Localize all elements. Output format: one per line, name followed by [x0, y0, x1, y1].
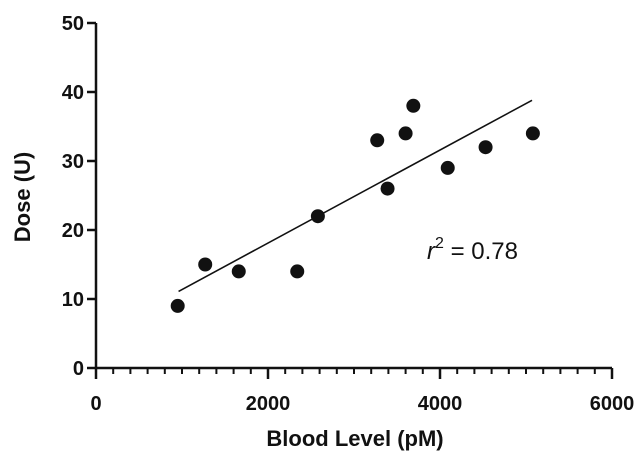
data-point [398, 126, 413, 141]
x-tick-label: 0 [90, 393, 101, 415]
y-tick-label: 30 [62, 151, 84, 173]
y-tick-label: 40 [62, 82, 84, 104]
r-exponent: 2 [435, 235, 444, 252]
y-axis-title: Dose (U) [10, 152, 35, 242]
data-point [525, 126, 540, 141]
y-tick-label: 20 [62, 220, 84, 242]
regression-line [178, 99, 533, 293]
data-point [310, 209, 325, 224]
x-tick-label: 6000 [590, 393, 635, 415]
x-axis-title: Blood Level (pM) [266, 426, 443, 451]
data-point [440, 160, 455, 175]
y-tick-label: 50 [62, 13, 84, 35]
data-point [478, 140, 493, 155]
y-tick-label: 0 [73, 358, 84, 380]
r-symbol: r [427, 238, 436, 265]
data-point [170, 298, 185, 313]
data-point [231, 264, 246, 279]
y-tick-label: 10 [62, 289, 84, 311]
data-point [370, 133, 385, 148]
data-point [406, 98, 421, 113]
r-squared-annotation: r2 = 0.78 [427, 235, 518, 265]
data-point [290, 264, 305, 279]
r-value: = 0.78 [444, 238, 518, 265]
data-point [198, 257, 213, 272]
x-tick-label: 4000 [418, 393, 463, 415]
data-point [380, 181, 395, 196]
x-tick-label: 2000 [246, 393, 291, 415]
